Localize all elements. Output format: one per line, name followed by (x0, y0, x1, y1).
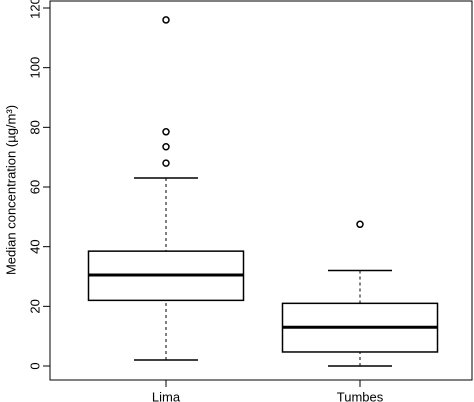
y-tick-label: 40 (27, 239, 42, 253)
outlier (162, 16, 170, 24)
y-tick-label: 0 (27, 362, 42, 369)
x-tick-label: Tumbes (337, 389, 384, 402)
y-tick-label: 80 (27, 120, 42, 134)
outlier (162, 142, 170, 151)
y-tick-label: 60 (27, 180, 42, 194)
outlier (162, 128, 170, 136)
plot-frame (49, 0, 473, 381)
y-tick-label: 20 (27, 299, 42, 313)
outlier (162, 159, 170, 167)
outlier (356, 220, 364, 229)
y-tick-label: 120 (27, 0, 42, 19)
y-axis-label: Median concentration (µg/m³) (3, 105, 18, 275)
y-tick-label: 100 (27, 57, 42, 79)
x-tick-label: Lima (152, 389, 181, 402)
